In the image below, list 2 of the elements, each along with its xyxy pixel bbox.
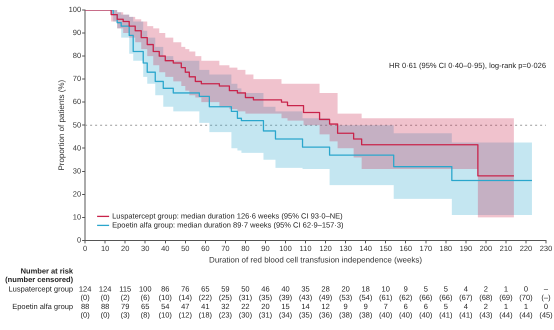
- x-axis-title: Duration of red blood cell transfusion independence (weeks): [209, 255, 422, 264]
- y-axis-title: Proportion of patients (%): [57, 80, 66, 171]
